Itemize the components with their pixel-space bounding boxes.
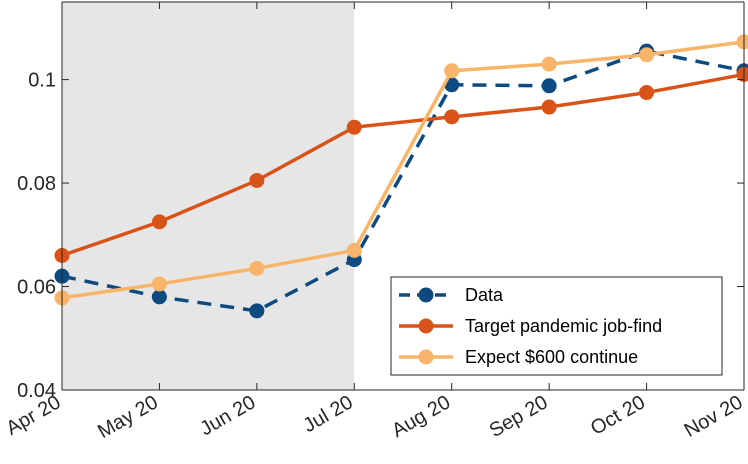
legend-entry: Expect $600 continue (399, 347, 638, 367)
y-tick-label: 0.06 (17, 277, 56, 299)
series-3-point (151, 276, 167, 292)
x-tick-label: Oct 20 (587, 391, 649, 440)
x-tick-label: Nov 20 (681, 391, 747, 442)
legend: Data Target pandemic job-find Expect $600 … (390, 276, 723, 376)
series-3-point (736, 34, 748, 50)
series-line-2 (61, 72, 745, 258)
x-tick-label: Aug 20 (388, 391, 454, 442)
series-1-point (151, 289, 167, 305)
legend-entry: Data (399, 285, 504, 305)
series-2-point (736, 66, 748, 82)
x-tick-label: Jun 20 (196, 391, 259, 440)
series-3-point (541, 56, 557, 72)
series-3-point (444, 63, 460, 79)
legend-entry: Target pandemic job-find (399, 316, 662, 336)
x-tick-label: May 20 (94, 391, 162, 443)
series-layer (54, 34, 748, 319)
series-3-point (639, 47, 655, 63)
legend-label: Expect $600 continue (465, 347, 638, 367)
shaded-period (62, 2, 355, 390)
series-2 (54, 66, 748, 263)
legend-label: Target pandemic job-find (465, 316, 662, 336)
legend-label: Data (465, 285, 504, 305)
series-2-point (541, 99, 557, 115)
legend-swatch-marker (418, 349, 434, 365)
series-2-point (346, 119, 362, 135)
axes (61, 1, 745, 391)
series-2-point (639, 85, 655, 101)
legend-swatch-marker (418, 287, 434, 303)
series-2-point (151, 214, 167, 230)
series-2-point (444, 109, 460, 125)
series-1-point (249, 303, 265, 319)
series-1-point (541, 78, 557, 94)
series-3-point (249, 260, 265, 276)
series-2-point (249, 172, 265, 188)
x-tick-label: Sep 20 (486, 391, 552, 442)
series-3-point (346, 242, 362, 258)
x-tick-label: Jul 20 (300, 391, 357, 437)
y-tick-label: 0.1 (28, 70, 56, 92)
series-3 (54, 34, 748, 306)
series-line-3 (61, 40, 745, 300)
y-tick-label: 0.04 (17, 380, 56, 402)
y-tick-label: 0.08 (17, 173, 56, 195)
legend-swatch-marker (418, 318, 434, 334)
